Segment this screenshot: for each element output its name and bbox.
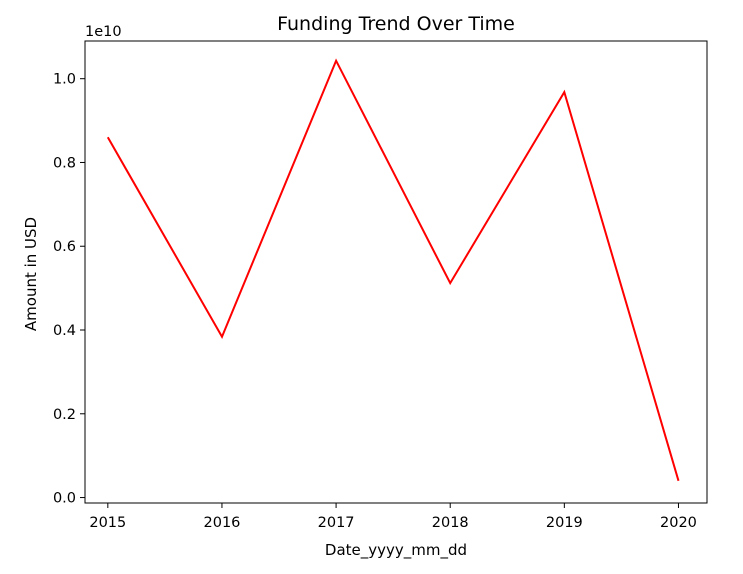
- y-tick-label: 0.6: [53, 239, 76, 255]
- x-tick-label: 2015: [89, 515, 126, 531]
- x-tick-label: 2018: [432, 515, 469, 531]
- y-tick-label: 0.0: [53, 491, 76, 507]
- y-tick-label: 0.8: [53, 155, 76, 171]
- y-tick-label: 0.2: [53, 407, 76, 423]
- y-tick-label: 1.0: [53, 72, 76, 88]
- x-tick-label: 2020: [660, 515, 697, 531]
- x-tick-label: 2019: [546, 515, 583, 531]
- x-axis-label: Date_yyyy_mm_dd: [325, 541, 467, 560]
- y-axis-label: Amount in USD: [22, 217, 40, 331]
- y-tick-label: 0.4: [53, 323, 76, 339]
- x-tick-label: 2016: [204, 515, 241, 531]
- plot-area-frame: [84, 40, 708, 504]
- y-axis-ticks: 0.0 0.2 0.4 0.6 0.8 1.0: [53, 72, 85, 507]
- series-line: [106, 58, 680, 482]
- x-tick-label: 2017: [318, 515, 355, 531]
- chart-title: Funding Trend Over Time: [277, 13, 515, 35]
- x-axis-ticks: 2015 2016 2017 2018 2019 2020: [89, 503, 697, 531]
- y-axis-scale-offset: 1e10: [85, 24, 122, 40]
